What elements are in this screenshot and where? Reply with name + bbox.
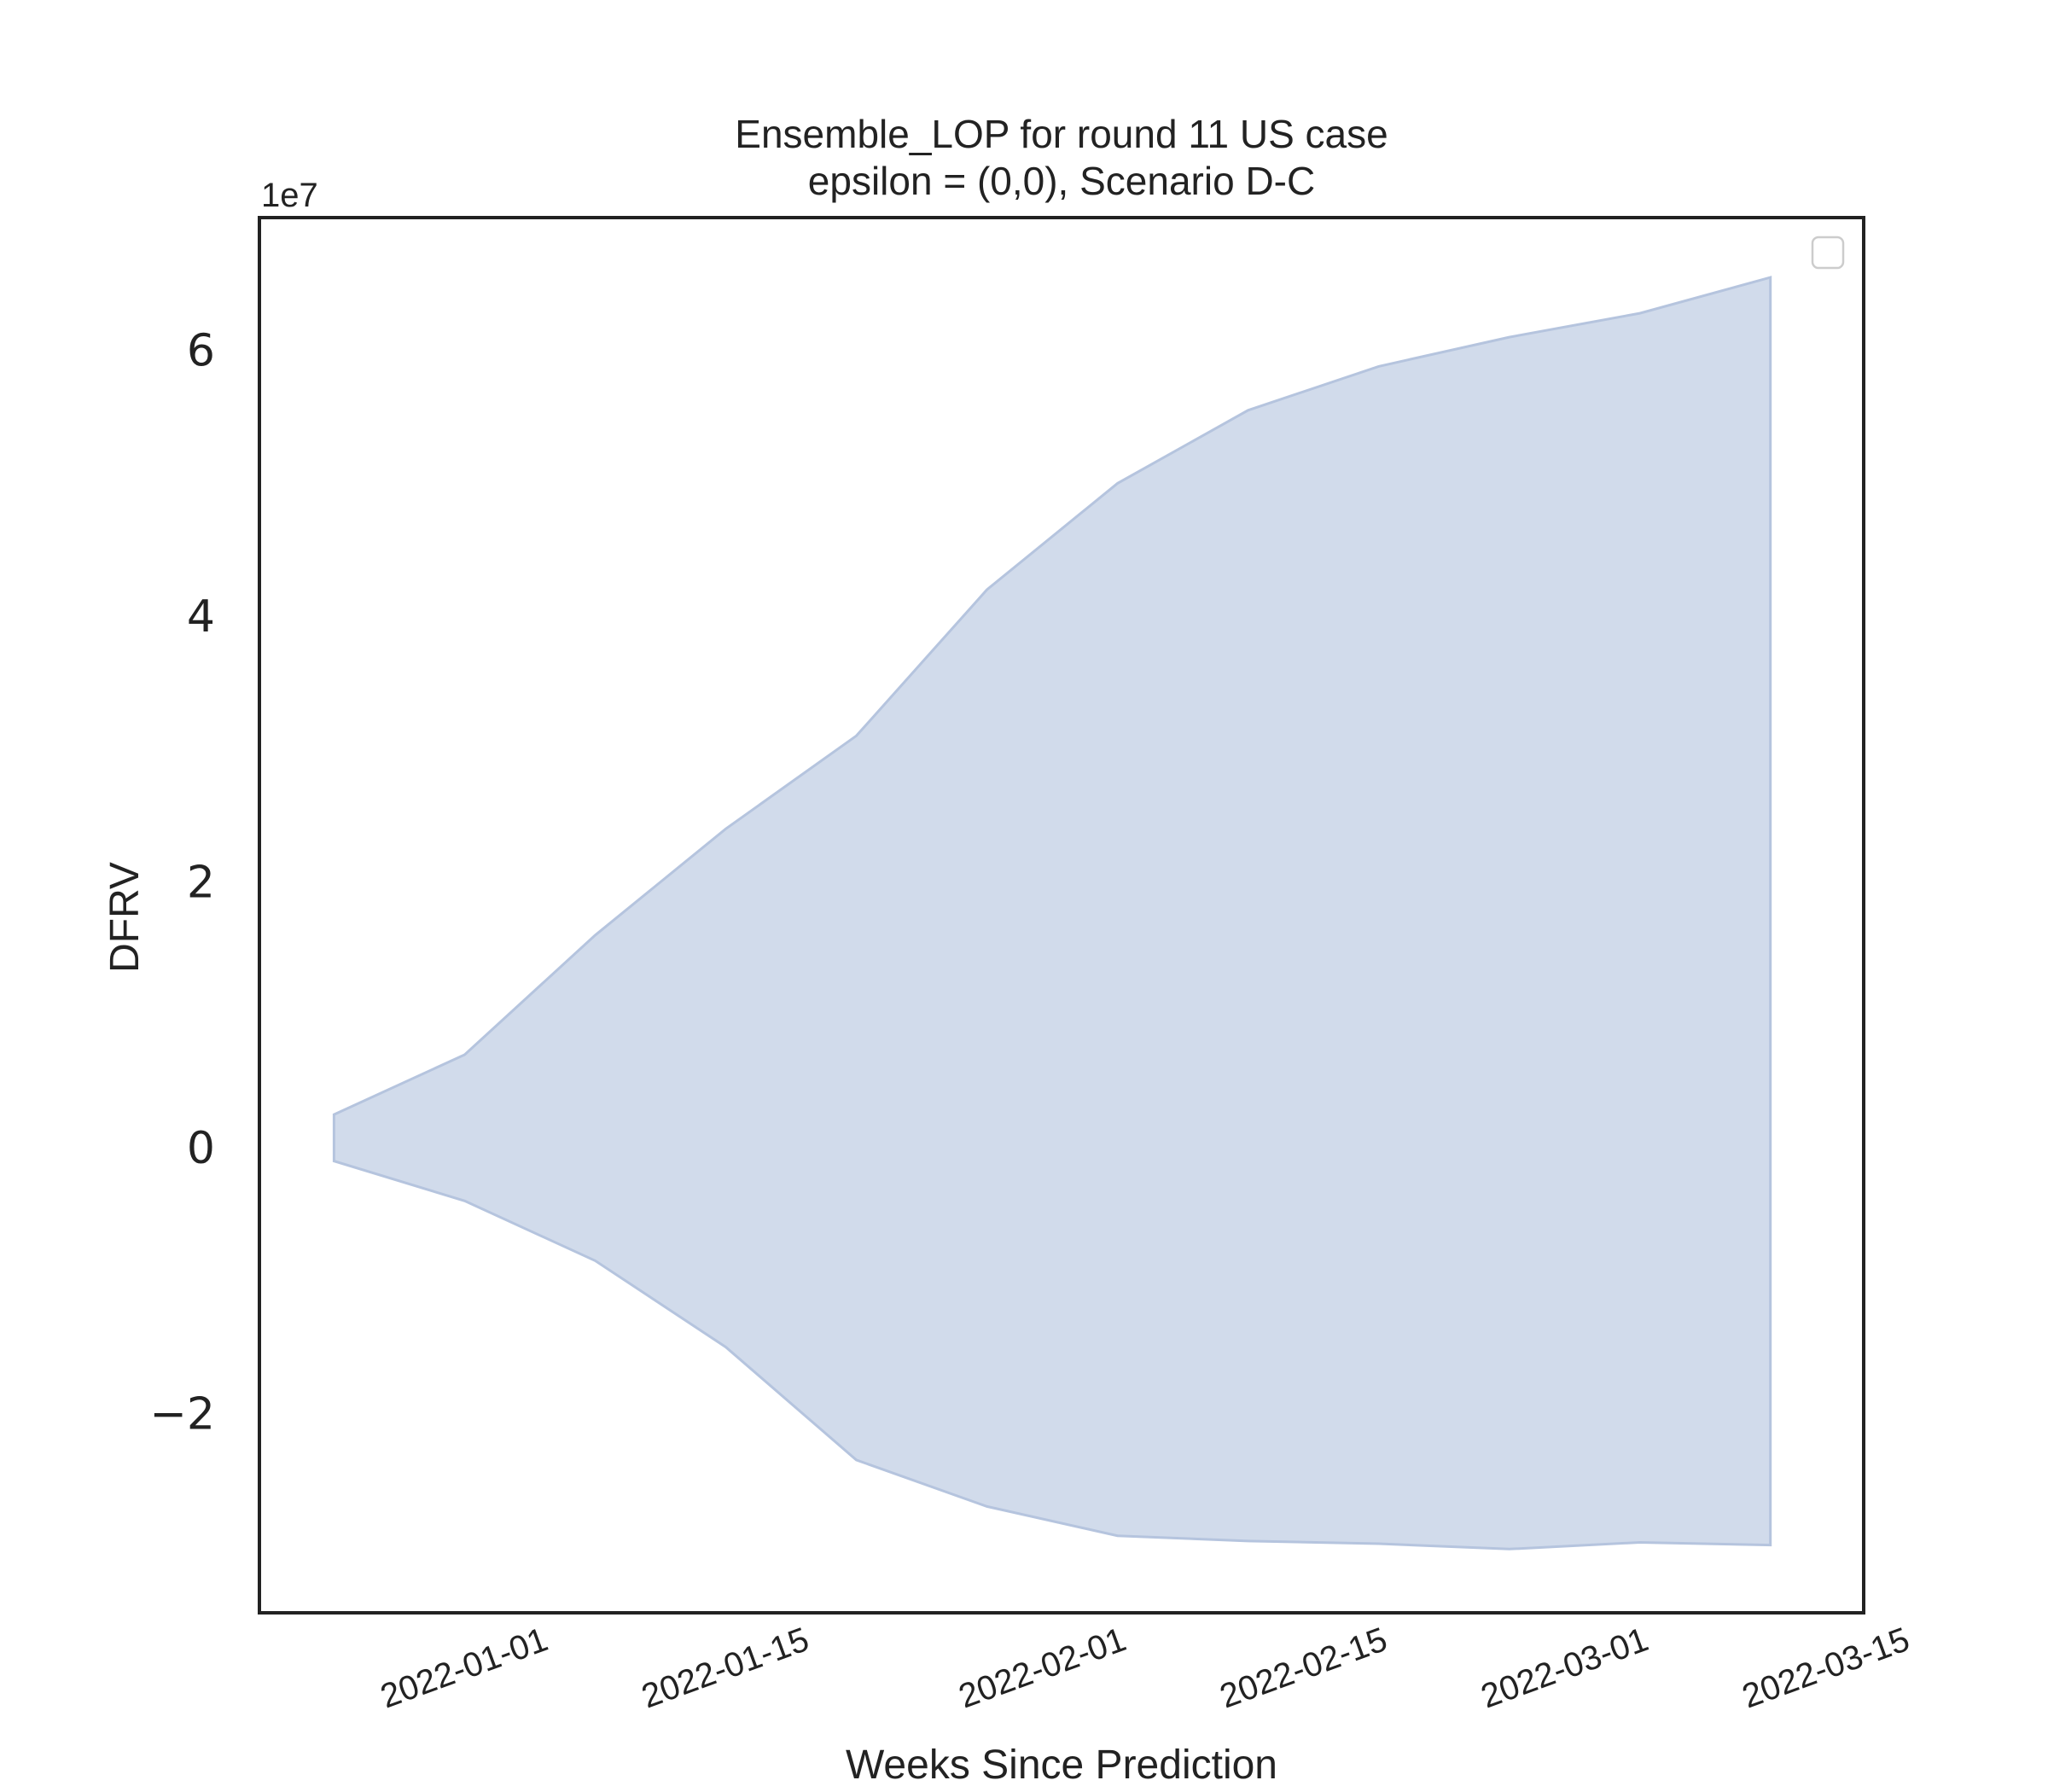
chart-title: Ensemble_LOP for round 11 US case: [735, 112, 1388, 156]
x-axis-ticks: 2022-01-01 2022-01-15 2022-02-01 2022-02-15…: [375, 1620, 1914, 1715]
x-tick-label: 2022-02-15: [1215, 1620, 1392, 1715]
x-tick-label: 2022-03-01: [1476, 1620, 1653, 1715]
axes-frame: [258, 216, 1865, 1615]
chart-subtitle: epsilon = (0,0), Scenario D-C: [808, 159, 1315, 203]
y-axis-ticks: −2 0 2 4 6: [149, 326, 215, 1440]
x-tick-label: 2022-01-15: [637, 1620, 813, 1715]
y-tick-label: 4: [187, 591, 215, 643]
y-axis-label: DFRV: [102, 862, 148, 973]
legend-box: [1811, 236, 1845, 270]
x-tick-label: 2022-02-01: [954, 1620, 1131, 1715]
y-tick-label: 6: [187, 326, 215, 377]
y-tick-label: 0: [187, 1123, 215, 1174]
x-tick-label: 2022-03-15: [1737, 1620, 1914, 1715]
y-tick-label: −2: [149, 1388, 215, 1440]
x-axis-label: Weeks Since Prediction: [846, 1743, 1277, 1788]
uncertainty-band-0: [332, 276, 1772, 1551]
y-offset-label: 1e7: [261, 177, 318, 214]
plot-area: [332, 276, 1772, 1551]
x-tick-label: 2022-01-01: [375, 1620, 552, 1715]
y-tick-label: 2: [187, 858, 215, 909]
